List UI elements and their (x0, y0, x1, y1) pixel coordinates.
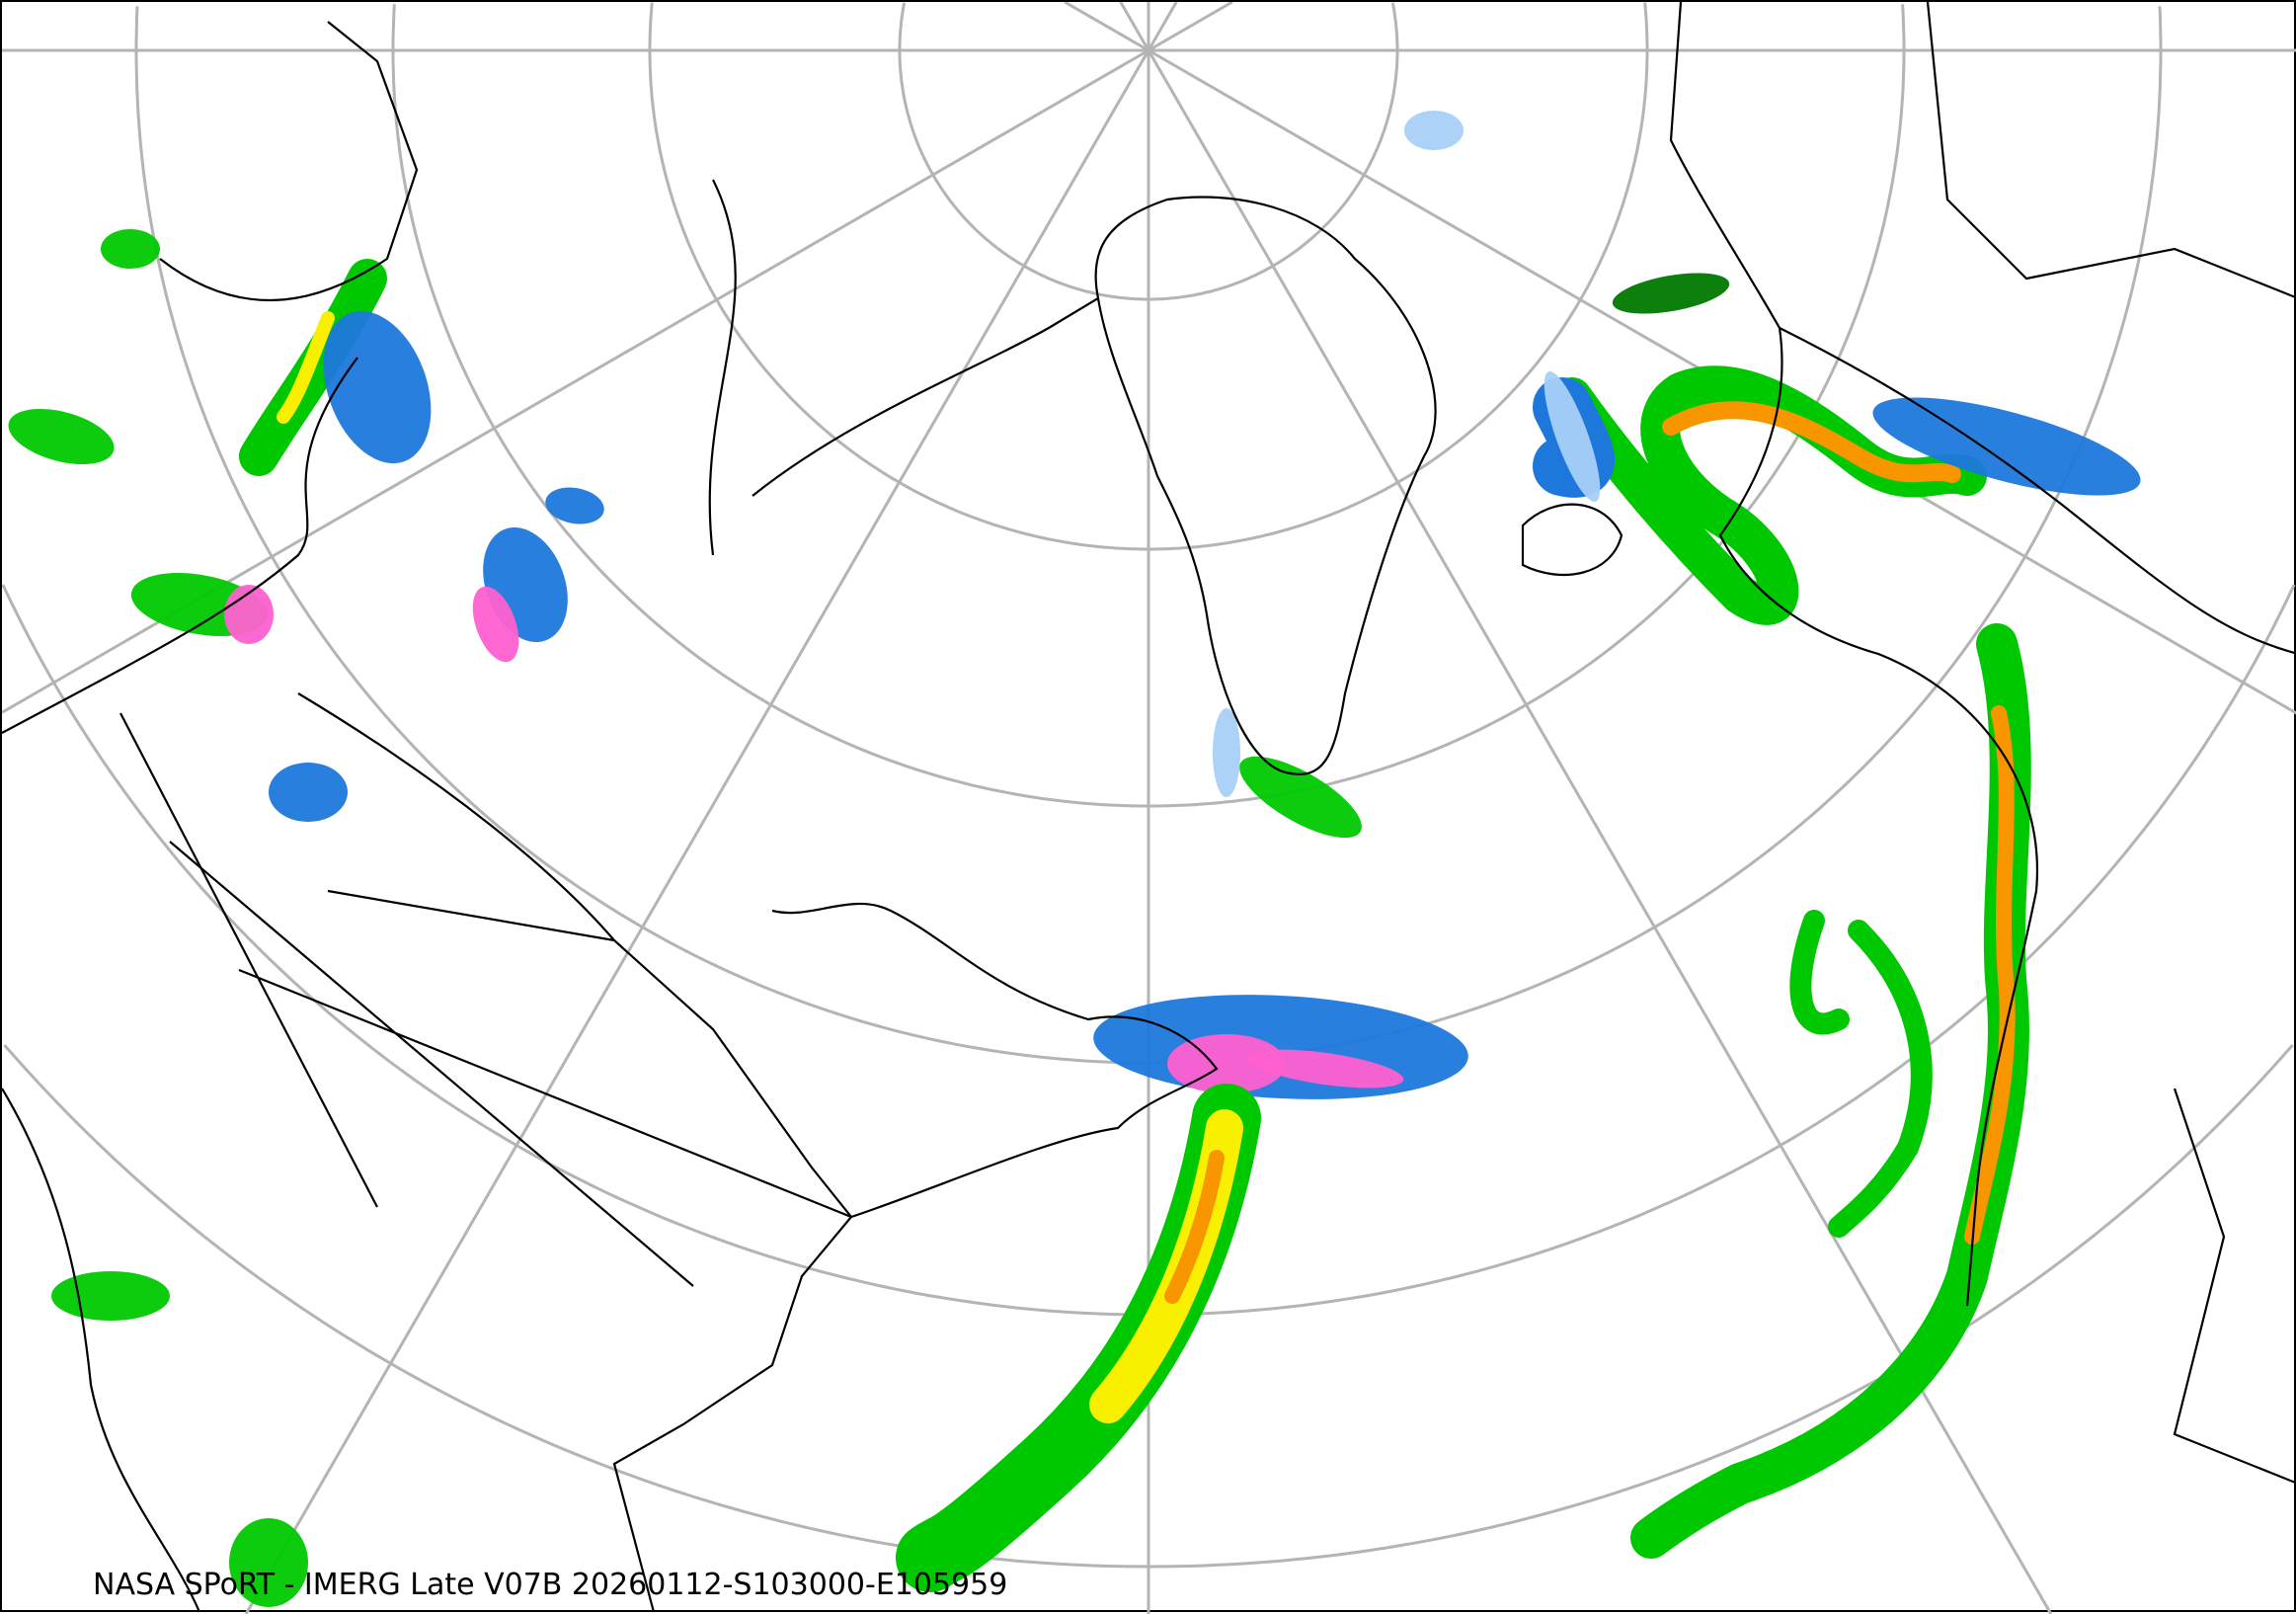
meridian-line (1147, 2, 1178, 51)
precip-area-heavy (472, 586, 519, 663)
precip-band-spiral (1789, 910, 1933, 1238)
precip-area (545, 487, 604, 525)
boundary-line (1521, 503, 1623, 577)
meridian-line (1147, 49, 2053, 1614)
precip-area (1544, 370, 1601, 503)
precip-band (1662, 401, 1961, 483)
precip-area (323, 310, 432, 464)
latitude-circle (898, 2, 1399, 301)
boundary-line (771, 902, 1219, 1219)
boundary-line (708, 179, 737, 556)
boundary-line (119, 712, 852, 1287)
precip-band (277, 311, 335, 424)
precip-band-atlantic (896, 1084, 1261, 1592)
precip-area (1612, 273, 1730, 314)
precip-area-heavy (1246, 1049, 1404, 1089)
precip-area-greenland (1239, 756, 1362, 839)
precip-area (1213, 708, 1240, 797)
boundary-line (159, 21, 419, 301)
boundary-line (2, 357, 358, 734)
precipitation-layer (8, 111, 2141, 1607)
latitude-circle (648, 2, 1649, 551)
meridian-line (1119, 2, 1150, 51)
precip-area (229, 1518, 308, 1607)
precip-area (51, 1271, 170, 1321)
boundary-line (752, 196, 1437, 775)
precip-area (8, 408, 115, 465)
boundary-line (297, 692, 853, 1613)
map-caption: NASA SPoRT - IMERG Late V07B 20260112-S1… (93, 1568, 1008, 1602)
precip-band (1964, 705, 2016, 1245)
boundary-line (1669, 2, 2296, 1485)
meridian-line (1148, 2, 1233, 52)
precip-area-europe-light (1872, 397, 2141, 496)
precip-band (1164, 1150, 1225, 1304)
precip-area-heavy (224, 585, 274, 644)
boundary-line (2, 1088, 201, 1613)
meridian-line (1064, 2, 1149, 52)
precip-area (101, 229, 160, 269)
precip-area (269, 763, 348, 822)
meridian-line (244, 49, 1150, 1614)
precip-area (1404, 111, 1464, 150)
